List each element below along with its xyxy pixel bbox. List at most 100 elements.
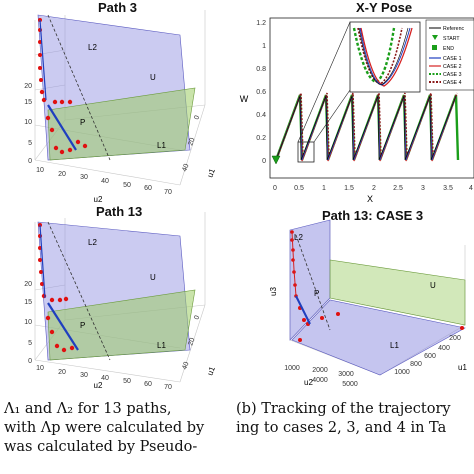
z-tick: 20 [24, 281, 32, 288]
trajectories [274, 92, 460, 162]
caption-left-line-2: with Λp were calculated by [4, 420, 205, 436]
x-tick: 4 [469, 185, 473, 192]
start-marker [271, 155, 281, 165]
u1-tick: 20 [187, 337, 196, 347]
x-tick: 1 [322, 185, 326, 192]
u1-tick: 1000 [394, 369, 410, 376]
label-l2: L2 [88, 238, 97, 247]
label-l2: L2 [88, 43, 97, 52]
caption-right-line-2: ing to cases 2, 3, and 4 in Ta [236, 420, 447, 436]
panel-path13: Path 13 L2 U P L1 0 5 [0, 200, 230, 390]
u1-tick: 800 [410, 361, 422, 368]
z-tick: 20 [24, 83, 32, 90]
y-tick: 0.8 [256, 66, 266, 73]
u2-tick: 10 [36, 167, 44, 174]
y-tick: 0 [262, 158, 266, 165]
x-tick: 1.5 [344, 185, 354, 192]
u2-tick: 4000 [312, 377, 328, 384]
u1-tick: 400 [438, 345, 450, 352]
u2-axis-label: u2 [94, 381, 103, 390]
u2-tick: 20 [58, 369, 66, 376]
legend-end: END [443, 46, 454, 52]
u1-tick: 0 [193, 315, 201, 321]
y-tick: 0.6 [256, 89, 266, 96]
z-tick: 15 [24, 299, 32, 306]
x-tick: 3 [421, 185, 425, 192]
x-tick: 2 [372, 185, 376, 192]
u2-tick: 20 [58, 171, 66, 178]
label-l1: L1 [157, 341, 166, 350]
u3-axis-label: u3 [269, 287, 278, 296]
x-tick: 0.5 [294, 185, 304, 192]
label-p: P [80, 321, 85, 330]
u2-tick: 5000 [342, 381, 358, 388]
panel-title: X-Y Pose [356, 0, 413, 15]
y-tick: 1.2 [256, 20, 266, 27]
data-points [38, 18, 88, 155]
zoom-region [297, 141, 315, 163]
u2-axis-label: u2 [304, 378, 313, 387]
label-l2: L2 [294, 233, 303, 242]
label-l1: L1 [390, 341, 399, 350]
x-tick: 3.5 [443, 185, 453, 192]
x-axis-label: X [367, 194, 373, 204]
panel-title: Path 3 [98, 0, 138, 15]
legend: Referenc START END CASE 1 CASE 2 CASE 3 … [425, 19, 474, 91]
u2-tick: 70 [164, 384, 172, 390]
caption-right-line-1: (b) Tracking of the trajectory [236, 401, 451, 417]
u2-tick: 30 [80, 174, 88, 181]
u2-tick: 30 [80, 372, 88, 379]
label-u: U [150, 273, 156, 282]
legend-start: START [443, 36, 460, 42]
u2-tick: 50 [123, 182, 131, 189]
label-l1: L1 [157, 141, 166, 150]
z-tick: 0 [28, 358, 32, 365]
caption-left-line-3: was calculated by Pseudo- [4, 439, 198, 455]
legend-reference: Referenc [443, 26, 464, 32]
z-tick: 0 [28, 158, 32, 165]
z-tick: 5 [28, 340, 32, 347]
label-u: U [430, 281, 436, 290]
zoom-inset [349, 21, 421, 93]
z-tick: 15 [24, 99, 32, 106]
u2-tick: 1000 [284, 365, 300, 372]
legend-case2: CASE 2 [443, 64, 462, 70]
label-p: P [314, 289, 319, 298]
u1-tick: 600 [424, 353, 436, 360]
u2-tick: 60 [144, 381, 152, 388]
plot-3d-path3: L2 U P L1 0 5 10 15 20 10 20 30 40 50 60… [24, 10, 217, 204]
y-tick: 0.2 [256, 135, 266, 142]
caption-right: (b) Tracking of the trajectory ing to ca… [236, 400, 451, 438]
x-tick: 0 [273, 185, 277, 192]
u2-axis-label: u2 [94, 195, 103, 204]
u2-tick: 40 [101, 178, 109, 185]
plot-xy-pose: 0 0.2 0.4 0.6 0.8 1 1.2 W 0 0.5 1 1.5 2 … [240, 17, 474, 204]
u1-tick: 200 [449, 335, 461, 342]
u1-tick: 40 [181, 163, 190, 173]
u2-tick: 2000 [312, 367, 328, 374]
label-u: U [150, 73, 156, 82]
u2-tick: 70 [164, 189, 172, 196]
u2-tick: 50 [123, 378, 131, 385]
panel-path3: Path 3 L2 [0, 0, 230, 205]
panel-title: Path 13 [96, 204, 143, 219]
y-axis-label: W [240, 94, 249, 104]
panel-title: Path 13: CASE 3 [322, 208, 424, 223]
u1-axis-label: u1 [458, 363, 467, 372]
plot-3d-case3: L2 U P L1 u3 1000 2000 3000 4000 5000 u2… [269, 219, 467, 388]
u1-tick: 20 [187, 137, 196, 147]
z-tick: 10 [24, 119, 32, 126]
label-p: P [80, 118, 85, 127]
plot-3d-path13: L2 U P L1 0 5 10 15 20 10 20 30 40 50 60… [24, 212, 217, 390]
u2-tick: 60 [144, 185, 152, 192]
u1-axis-label: u1 [205, 365, 217, 377]
u1-axis-label: u1 [205, 167, 217, 179]
u2-tick: 40 [101, 375, 109, 382]
z-tick: 10 [24, 319, 32, 326]
u2-tick: 3000 [338, 371, 354, 378]
legend-case1: CASE 1 [443, 56, 462, 62]
u1-tick: 0 [193, 115, 201, 121]
panel-xy-pose: X-Y Pose 0 0.2 0.4 0.6 0.8 1 1.2 W 0 0.5… [230, 0, 474, 205]
x-tick: 2.5 [393, 185, 403, 192]
u1-tick: 40 [181, 361, 190, 371]
